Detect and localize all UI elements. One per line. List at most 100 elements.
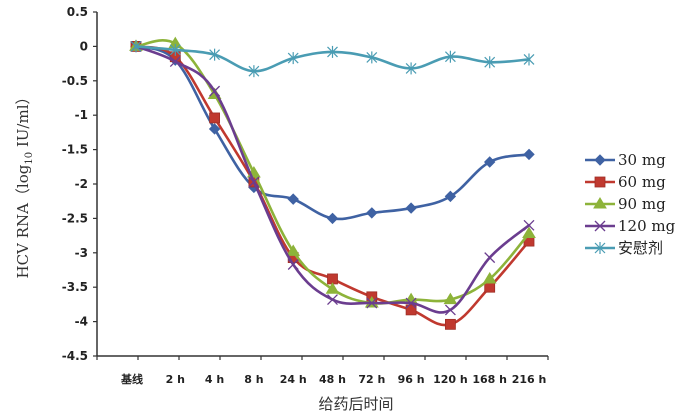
data-point-stroke — [405, 297, 417, 309]
y-axis: 0.5 0 -0.5 -1 -1.5 -2 -2.5 -3 -3.5 -4 -4.5 — [62, 5, 98, 363]
data-point — [169, 56, 181, 67]
legend-item: 60 mg — [585, 173, 666, 191]
x-tick-label: 4 h — [205, 373, 224, 386]
data-point — [444, 50, 456, 63]
series-4 — [130, 40, 535, 78]
y-tick-label: -3 — [75, 246, 88, 260]
y-tick-label: 0 — [80, 39, 88, 53]
data-point — [326, 212, 339, 225]
legend-marker — [593, 197, 607, 209]
data-point-stroke — [209, 85, 221, 97]
data-point — [366, 207, 378, 219]
data-point-stroke — [444, 304, 456, 316]
data-point — [209, 112, 221, 124]
legend-item: 安慰剂 — [585, 239, 663, 257]
legend-marker — [594, 242, 606, 254]
data-point — [484, 56, 496, 69]
y-tick-label: -2.5 — [62, 211, 88, 225]
y-tick-label: -1 — [75, 108, 88, 122]
data-point — [287, 193, 299, 205]
data-point — [209, 85, 221, 97]
data-point — [248, 176, 260, 188]
legend-marker-stroke — [594, 220, 606, 232]
series-line — [134, 45, 531, 314]
legend-marker — [594, 220, 606, 232]
data-point-stroke — [248, 176, 260, 188]
x-tick-label: 216 h — [512, 373, 547, 386]
data-point — [484, 281, 496, 293]
data-point — [405, 62, 417, 75]
data-point — [443, 292, 458, 305]
x-tick-label: 8 h — [244, 373, 263, 386]
x-tick-label: 96 h — [398, 373, 425, 386]
legend-marker — [594, 154, 606, 166]
legend: 30 mg 60 mg 90 mg 120 mg 安慰剂 — [585, 151, 676, 257]
series-layer — [129, 36, 536, 330]
data-point — [209, 48, 221, 61]
data-point — [130, 40, 142, 53]
data-point — [366, 297, 378, 309]
y-axis-title: HCV RNA（log10 IU/ml） — [14, 90, 35, 279]
legend-label: 60 mg — [618, 173, 666, 191]
y-tick-label: -1.5 — [62, 143, 88, 157]
data-point-stroke — [523, 219, 535, 231]
y-tick-label: -2 — [75, 177, 88, 191]
data-point-stroke — [169, 56, 181, 67]
data-point — [169, 43, 181, 56]
legend-item: 30 mg — [585, 151, 666, 169]
data-point-stroke — [484, 252, 496, 264]
x-tick-label: 基线 — [120, 372, 143, 386]
data-point-stroke — [287, 259, 299, 270]
y-tick-label: -4.5 — [62, 349, 88, 363]
data-point — [522, 226, 536, 239]
legend-label: 安慰剂 — [618, 239, 663, 257]
data-point — [287, 52, 299, 65]
data-point — [444, 304, 456, 316]
x-axis: 基线 2 h 4 h 8 h 24 h 48 h 72 h 96 h 120 h 168 h 216… — [96, 355, 549, 386]
legend-item: 120 mg — [585, 217, 676, 235]
legend-item: 90 mg — [585, 195, 666, 213]
series-3 — [130, 40, 535, 316]
y-tick-label: -3.5 — [62, 280, 88, 294]
data-point — [523, 148, 535, 161]
data-point — [287, 259, 299, 270]
data-point — [286, 244, 301, 256]
data-point — [444, 190, 457, 203]
x-tick-label: 2 h — [166, 373, 185, 386]
x-tick-label: 72 h — [358, 373, 385, 386]
y-axis-title-subscript: 10 — [24, 152, 35, 165]
y-tick-label: 0.5 — [67, 5, 88, 19]
data-point — [523, 219, 535, 231]
data-point — [444, 318, 456, 330]
legend-marker — [594, 176, 606, 188]
y-tick-label: -0.5 — [62, 74, 88, 88]
data-point — [327, 294, 338, 306]
x-tick-label: 48 h — [319, 373, 346, 386]
data-point-stroke — [366, 297, 378, 309]
data-point — [366, 51, 378, 64]
data-point — [327, 45, 338, 58]
legend-label: 120 mg — [618, 217, 676, 235]
data-point — [405, 297, 417, 309]
y-tick-label: -4 — [75, 315, 88, 329]
legend-label: 90 mg — [618, 195, 666, 213]
series-line — [134, 39, 531, 305]
data-point — [208, 123, 221, 135]
y-axis-title-suffix: IU/ml） — [14, 90, 32, 152]
data-point-stroke — [327, 294, 338, 306]
legend-label: 30 mg — [618, 151, 666, 169]
x-tick-label: 120 h — [433, 373, 468, 386]
x-tick-label: 168 h — [472, 373, 507, 386]
data-point — [484, 252, 496, 264]
data-point — [523, 53, 535, 66]
data-point — [405, 304, 417, 316]
data-point — [325, 282, 340, 294]
x-tick-label: 24 h — [280, 373, 307, 386]
x-axis-title: 给药后时间 — [318, 395, 393, 413]
data-point — [483, 156, 496, 168]
y-axis-title-prefix: HCV RNA（log — [14, 164, 32, 278]
data-point — [248, 65, 260, 78]
data-point — [405, 202, 417, 214]
data-point — [482, 271, 497, 284]
